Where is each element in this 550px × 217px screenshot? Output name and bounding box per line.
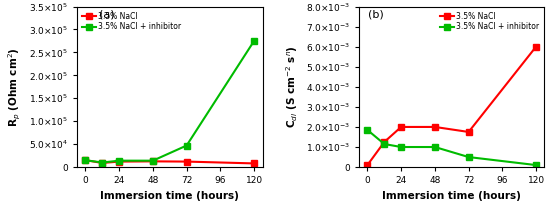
- 3.5% NaCl + inhibitor: [99, 161, 106, 164]
- 3.5% NaCl: [432, 126, 438, 128]
- X-axis label: Immersion time (hours): Immersion time (hours): [382, 191, 521, 201]
- 3.5% NaCl + inhibitor: [465, 156, 472, 158]
- Text: (b): (b): [368, 10, 384, 20]
- 3.5% NaCl + inhibitor: [381, 143, 388, 145]
- 3.5% NaCl + inhibitor: [82, 159, 89, 161]
- 3.5% NaCl + inhibitor: [398, 146, 404, 148]
- 3.5% NaCl: [99, 162, 106, 164]
- Line: 3.5% NaCl: 3.5% NaCl: [365, 44, 539, 168]
- 3.5% NaCl: [183, 160, 190, 163]
- 3.5% NaCl: [82, 159, 89, 161]
- 3.5% NaCl: [251, 162, 257, 165]
- Line: 3.5% NaCl: 3.5% NaCl: [82, 157, 257, 166]
- Legend: 3.5% NaCl, 3.5% NaCl + inhibitor: 3.5% NaCl, 3.5% NaCl + inhibitor: [81, 10, 183, 33]
- 3.5% NaCl + inhibitor: [150, 159, 156, 162]
- 3.5% NaCl: [381, 141, 388, 143]
- 3.5% NaCl: [398, 126, 404, 128]
- Legend: 3.5% NaCl, 3.5% NaCl + inhibitor: 3.5% NaCl, 3.5% NaCl + inhibitor: [438, 10, 541, 33]
- 3.5% NaCl + inhibitor: [533, 164, 540, 166]
- 3.5% NaCl: [150, 160, 156, 163]
- 3.5% NaCl + inhibitor: [364, 129, 371, 131]
- 3.5% NaCl: [465, 131, 472, 133]
- 3.5% NaCl + inhibitor: [183, 144, 190, 147]
- Text: (a): (a): [99, 10, 115, 20]
- X-axis label: Immersion time (hours): Immersion time (hours): [100, 191, 239, 201]
- Line: 3.5% NaCl + inhibitor: 3.5% NaCl + inhibitor: [365, 127, 539, 168]
- 3.5% NaCl + inhibitor: [116, 159, 123, 162]
- 3.5% NaCl: [533, 45, 540, 48]
- 3.5% NaCl: [364, 164, 371, 166]
- 3.5% NaCl + inhibitor: [432, 146, 438, 148]
- Line: 3.5% NaCl + inhibitor: 3.5% NaCl + inhibitor: [82, 38, 257, 165]
- 3.5% NaCl + inhibitor: [251, 40, 257, 42]
- Y-axis label: R$_p$ (Ohm cm$^2$): R$_p$ (Ohm cm$^2$): [7, 47, 24, 127]
- Y-axis label: C$_{dl}$ (S cm$^{-2}$ s$^n$): C$_{dl}$ (S cm$^{-2}$ s$^n$): [284, 45, 300, 128]
- 3.5% NaCl: [116, 160, 123, 163]
